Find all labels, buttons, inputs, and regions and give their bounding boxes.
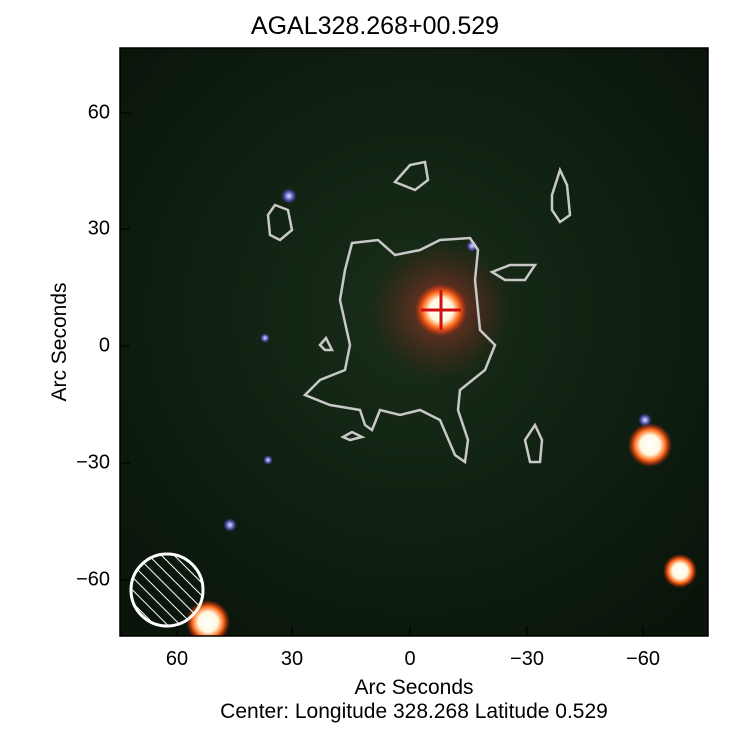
contour-main (302, 236, 497, 465)
contour (392, 160, 430, 192)
y-tick-label: −60 (76, 568, 110, 591)
contour (340, 430, 366, 442)
y-tick-label: −30 (76, 451, 110, 474)
x-tick-label: 60 (165, 648, 189, 670)
star (263, 455, 273, 465)
contours (266, 160, 572, 465)
beam-hatched-circle (129, 552, 205, 628)
tick-marks (120, 112, 644, 636)
x-axis-label: Arc Seconds (354, 676, 474, 699)
star (466, 240, 478, 252)
star (628, 423, 672, 467)
chart-title: AGAL328.268+00.529 (250, 12, 500, 40)
y-axis-label: Arc Seconds (48, 282, 71, 402)
position-marker-cross (421, 290, 461, 330)
y-tick-label: 0 (98, 334, 110, 357)
star (281, 188, 297, 204)
contour (266, 203, 294, 242)
contour (550, 166, 572, 224)
x-tick-label: 30 (280, 648, 304, 670)
plot-frame (119, 47, 709, 637)
contour (523, 422, 544, 464)
star (223, 518, 237, 532)
star (260, 333, 270, 343)
center-caption: Center: Longitude 328.268 Latitude 0.529 (220, 700, 608, 723)
x-tick-label: −60 (626, 648, 660, 670)
x-tick-label: 0 (404, 648, 416, 670)
y-tick-label: 30 (87, 217, 110, 240)
y-tick-label: 60 (87, 101, 110, 124)
star (638, 413, 652, 427)
contour (489, 263, 538, 282)
star (663, 554, 697, 588)
contour (318, 335, 335, 352)
x-tick-label: −30 (510, 648, 544, 670)
